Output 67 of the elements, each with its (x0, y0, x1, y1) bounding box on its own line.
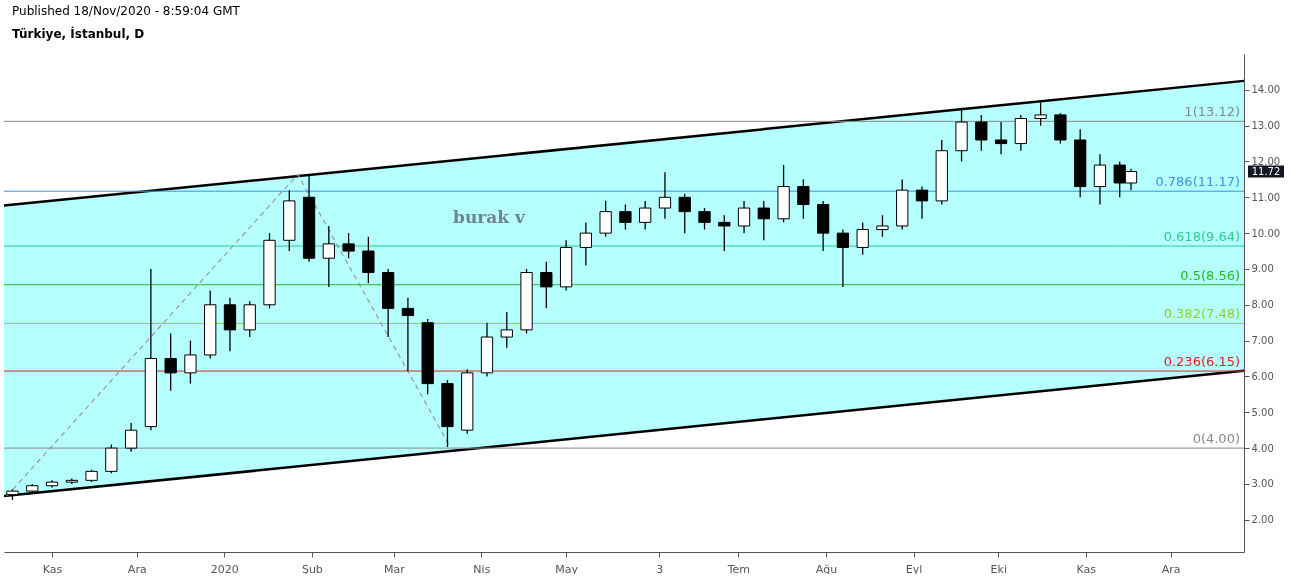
ref-line-label: 0.382(7.48) (1163, 306, 1240, 322)
ref-line-label: 1(13.12) (1184, 104, 1240, 120)
y-tick-label: 11.00 (1251, 191, 1281, 203)
x-tick-label: Mar (383, 562, 406, 576)
candlestick (718, 214, 731, 252)
candlestick (401, 296, 415, 372)
x-tick-label: Tem (726, 562, 751, 576)
candlestick (797, 178, 810, 220)
candlestick (658, 171, 672, 220)
candlestick (915, 185, 929, 220)
candlestick (619, 203, 632, 231)
y-tick-label: 6.00 (1251, 370, 1274, 382)
candlestick (105, 443, 118, 474)
x-tick-label: Eki (990, 562, 1007, 576)
candlestick (540, 261, 553, 310)
ref-line-label: 0.5(8.56) (1180, 267, 1240, 283)
x-tick-label: Ara (1161, 562, 1181, 576)
candlestick (579, 221, 593, 267)
chart-subtitle: Published 18/Nov/2020 - 8:59:04 GMT (12, 4, 241, 18)
candlestick (342, 232, 355, 259)
y-tick-label: 8.00 (1251, 299, 1274, 311)
y-tick-label: 7.00 (1251, 335, 1274, 347)
text: 11.72 (1251, 165, 1281, 177)
y-tick-label: 14.00 (1251, 84, 1281, 96)
candlestick (184, 339, 197, 385)
candlestick (362, 236, 375, 284)
annotation: burak v (453, 207, 527, 227)
x-tick-label: Şub (301, 562, 323, 576)
x-tick-label: Ara (127, 562, 147, 576)
candlestick (975, 114, 988, 152)
y-tick-label: 12.00 (1251, 155, 1281, 167)
candlestick (698, 207, 711, 231)
candlestick (639, 200, 652, 231)
candlestick (124, 422, 138, 453)
chart-title: Türkiye, İstanbul, D (12, 26, 145, 41)
x-tick-label: 3 (656, 562, 664, 576)
candlestick (856, 221, 869, 256)
x-tick-label: 2020 (210, 562, 239, 576)
candlestick (876, 214, 889, 238)
x-tick-label: Nis (473, 562, 491, 576)
x-tick-label: Eyl (905, 562, 923, 576)
candlestick (737, 200, 751, 234)
y-tick-label: 5.00 (1251, 406, 1274, 418)
y-tick-label: 10.00 (1251, 227, 1281, 239)
candlestick (757, 200, 770, 241)
y-tick-label: 9.00 (1251, 263, 1274, 275)
candlestick (1034, 101, 1047, 127)
ref-line-label: 0.236(6.15) (1163, 354, 1240, 370)
candlestick (994, 121, 1008, 155)
ref-line-label: 0.786(11.17) (1155, 174, 1240, 190)
ref-line-label: 0.618(9.64) (1163, 229, 1240, 245)
candlestick (1093, 153, 1107, 206)
candlestick (164, 332, 177, 392)
ref-line-label: 0(4.00) (1192, 431, 1240, 447)
x-tick-label: Kas (1076, 562, 1097, 576)
x-tick-label: Ağu (815, 562, 838, 576)
candlestick (500, 311, 513, 349)
x-tick-label: Kas (42, 562, 63, 576)
y-tick-label: 4.00 (1251, 442, 1274, 454)
x-tick-label: May (555, 562, 579, 576)
y-tick-label: 13.00 (1251, 120, 1281, 132)
candlestick (599, 200, 612, 238)
candlestick (836, 228, 850, 288)
candlestick (678, 193, 691, 234)
y-tick-label: 3.00 (1251, 478, 1274, 490)
y-tick-label: 2.00 (1251, 514, 1274, 526)
candlestick (322, 225, 335, 288)
